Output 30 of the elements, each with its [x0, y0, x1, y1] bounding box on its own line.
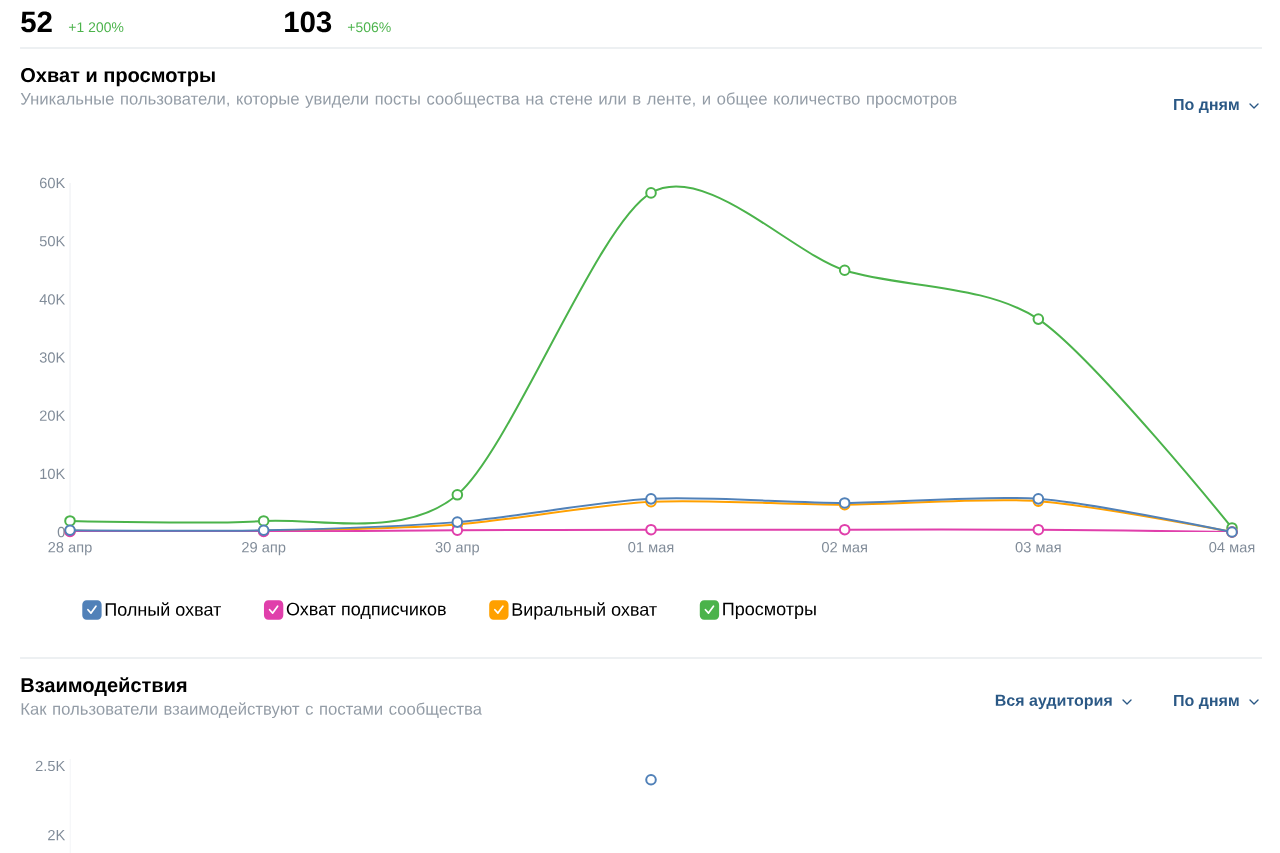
x-tick-label: 28 апр	[48, 542, 92, 556]
y-tick-label: 2.5K	[35, 760, 66, 772]
text: Вся аудитория	[995, 694, 1112, 710]
y-tick-label: 40K	[39, 294, 66, 305]
x-tick-label: 04 мая	[1209, 542, 1255, 553]
y-tick-label: 2K	[48, 829, 66, 841]
chart-subtitle: Уникальные пользователи, которые увидели посты сообщества на стене или в ленте, и общее количество просмотров	[20, 92, 957, 108]
y-tick-label: 60K	[39, 177, 66, 189]
x-tick-label: 03 мая	[1015, 542, 1061, 553]
x-tick-label: 30 апр	[435, 542, 480, 556]
text: 52	[21, 11, 52, 33]
x-tick-label: 01 мая	[628, 542, 674, 553]
text: +1 200%	[68, 22, 124, 33]
y-tick-label: 50K	[39, 236, 66, 247]
legend-label: Полный охват	[105, 602, 221, 616]
text: 103	[285, 11, 332, 33]
text: По дням	[1174, 98, 1239, 114]
y-tick-label: 10K	[40, 468, 66, 480]
chart-title: Взаимодействия	[21, 677, 187, 696]
legend-label: Охват подписчиков	[286, 602, 446, 619]
chart-subtitle: Как пользователи взаимодействуют с постами сообщества	[21, 702, 482, 719]
chart-title: Охват и просмотры	[21, 68, 215, 87]
y-tick-label: 20K	[39, 410, 66, 421]
legend-label: Просмотры	[723, 602, 816, 619]
y-tick-label: 30K	[39, 352, 66, 363]
text: +506%	[347, 22, 391, 33]
text: По дням	[1174, 694, 1239, 710]
x-tick-label: 29 апр	[242, 542, 286, 556]
legend-label: Виральный охват	[512, 602, 657, 620]
x-tick-label: 02 мая	[821, 542, 867, 553]
